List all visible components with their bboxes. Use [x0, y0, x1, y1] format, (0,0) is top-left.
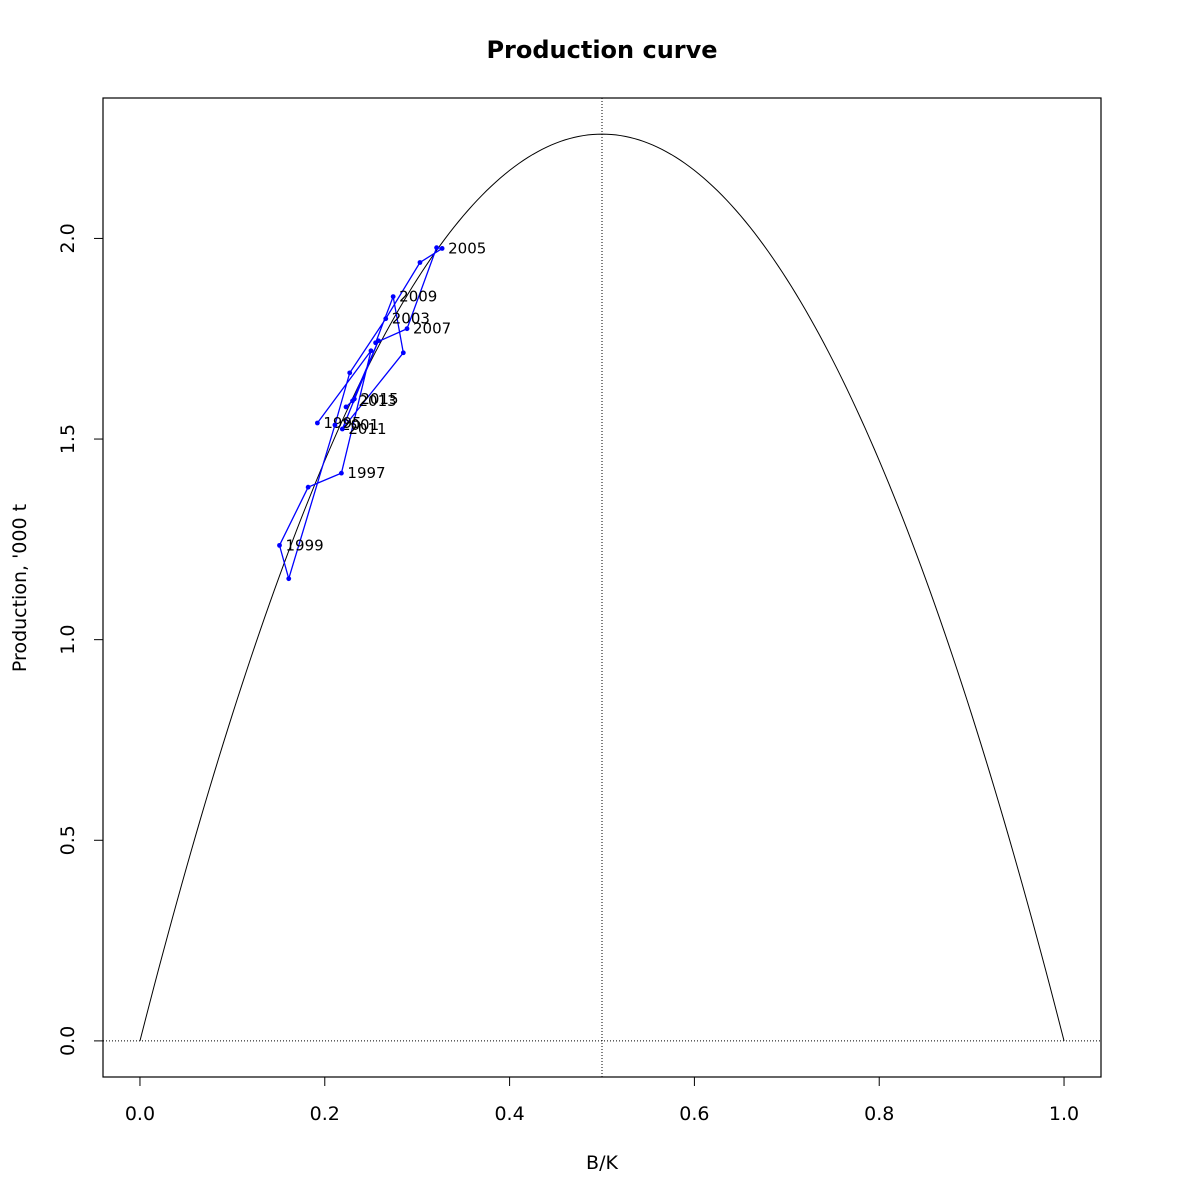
- y-tick-label: 1.0: [57, 625, 79, 655]
- point-year-label: 2007: [413, 320, 451, 338]
- data-point: [343, 404, 349, 410]
- point-year-label: 1997: [347, 464, 385, 482]
- x-tick-label: 0.6: [679, 1103, 709, 1125]
- y-tick-label: 0.5: [57, 825, 79, 855]
- x-tick-label: 0.0: [125, 1103, 155, 1125]
- data-point: [286, 576, 292, 582]
- data-point: [383, 316, 389, 322]
- data-point: [434, 245, 439, 251]
- data-point: [351, 396, 357, 402]
- x-tick-label: 0.4: [494, 1103, 524, 1125]
- y-tick-label: 0.0: [57, 1026, 79, 1056]
- x-axis-label: B/K: [586, 1152, 618, 1174]
- data-point: [339, 426, 345, 432]
- point-year-label: 1999: [285, 536, 323, 554]
- plot-area: 0.0 0.2 0.4 0.6 0.8 1.0 0.0 0.5 1.0 1.5 2.0 1995 199…: [57, 97, 1102, 1125]
- point-year-label: 2013: [359, 392, 397, 410]
- point-year-label: 2005: [448, 239, 486, 257]
- data-point: [277, 542, 282, 548]
- chart-title: Production curve: [486, 36, 717, 64]
- data-point: [400, 350, 406, 356]
- data-point: [305, 484, 311, 490]
- data-point: [332, 422, 338, 428]
- data-point: [347, 370, 353, 376]
- data-point: [404, 326, 410, 332]
- point-year-label: 2011: [348, 420, 386, 438]
- x-tick-label: 1.0: [1049, 1103, 1079, 1125]
- production-curve-line: [139, 133, 1065, 1042]
- point-year-label: 2001: [341, 416, 379, 434]
- y-axis-label: Production, '000 t: [9, 504, 31, 672]
- y-tick-label: 2.0: [57, 223, 79, 253]
- point-year-label: 2015: [360, 390, 398, 408]
- y-tick-label: 1.5: [57, 424, 79, 454]
- point-year-label: 1995: [323, 414, 361, 432]
- data-point: [390, 294, 396, 300]
- point-year-label: 2003: [392, 310, 430, 328]
- data-point: [417, 260, 423, 265]
- x-tick-label: 0.2: [310, 1103, 340, 1125]
- data-point: [314, 420, 320, 426]
- data-point: [339, 470, 344, 476]
- point-year-label: 2009: [399, 288, 437, 306]
- data-point: [439, 246, 445, 251]
- data-point: [368, 348, 374, 354]
- data-point: [375, 338, 381, 344]
- x-tick-label: 0.8: [864, 1103, 894, 1125]
